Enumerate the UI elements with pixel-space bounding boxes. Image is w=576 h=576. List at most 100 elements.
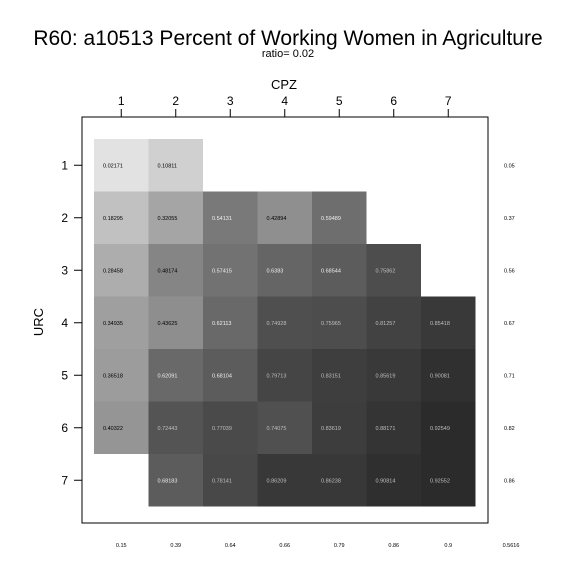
column-margin-label: 0.79 — [334, 543, 345, 549]
column-margin-label: 0.9 — [444, 543, 452, 549]
cell-value-label: 0.88171 — [376, 426, 396, 432]
heatmap-cell — [366, 454, 421, 507]
heatmap-cell — [94, 139, 149, 192]
cell-value-label: 0.40322 — [103, 426, 123, 432]
chart-title: R60: a10513 Percent of Working Women in … — [33, 27, 542, 50]
cell-value-label: 0.72443 — [158, 426, 178, 432]
heatmap-cell — [203, 454, 258, 507]
cell-value-label: 0.34935 — [103, 321, 123, 327]
row-margin-label: 0.67 — [504, 321, 515, 327]
cell-value-label: 0.54131 — [212, 216, 232, 222]
heatmap-cell — [312, 454, 367, 507]
row-margin-label: 0.05 — [504, 163, 515, 169]
cell-value-label: 0.48174 — [158, 268, 178, 274]
heatmap-cell — [257, 349, 312, 402]
heatmap-cell — [148, 454, 203, 507]
cell-value-label: 0.85418 — [430, 321, 450, 327]
cell-value-label: 0.10811 — [158, 163, 177, 169]
cell-value-label: 0.68183 — [158, 478, 178, 484]
x-tick-label: 3 — [227, 94, 234, 108]
cell-value-label: 0.86209 — [267, 478, 287, 484]
cell-value-label: 0.81257 — [376, 321, 396, 327]
cell-value-label: 0.79713 — [267, 373, 287, 379]
x-axis-label: CPZ — [271, 77, 297, 92]
cell-value-label: 0.36518 — [103, 373, 123, 379]
heatmap-cell — [94, 244, 149, 297]
heatmap-cell — [366, 349, 421, 402]
heatmap-cell — [148, 191, 203, 244]
heatmap-cell — [203, 296, 258, 349]
x-tick-label: 2 — [172, 94, 179, 108]
heatmap-cell — [312, 296, 367, 349]
cell-value-label: 0.18295 — [103, 216, 123, 222]
cell-value-label: 0.75965 — [321, 321, 341, 327]
heatmap-cell — [148, 244, 203, 297]
row-margin-label: 0.86 — [504, 478, 515, 484]
y-tick-label: 7 — [61, 473, 68, 487]
x-tick-label: 1 — [118, 94, 125, 108]
cell-value-label: 0.74075 — [267, 426, 287, 432]
row-margin-label: 0.71 — [504, 373, 515, 379]
heatmap-cell — [312, 191, 367, 244]
cell-value-label: 0.02171 — [103, 163, 123, 169]
heatmap-cell — [421, 349, 476, 402]
heatmap-cell — [421, 296, 476, 349]
heatmap-cell — [94, 191, 149, 244]
cell-value-label: 0.78141 — [212, 478, 232, 484]
cell-value-label: 0.85619 — [376, 373, 396, 379]
cell-value-label: 0.68544 — [321, 268, 341, 274]
heatmap-cell — [203, 191, 258, 244]
heatmap-cell — [421, 454, 476, 507]
grand-margin-label: 0.5616 — [503, 543, 520, 549]
cell-value-label: 0.74928 — [267, 321, 287, 327]
y-tick-label: 4 — [61, 316, 68, 330]
x-tick-label: 4 — [281, 94, 288, 108]
heatmap-cell — [94, 296, 149, 349]
column-margin-label: 0.66 — [279, 543, 290, 549]
heatmap-cell — [148, 139, 203, 192]
heatmap-cell — [421, 401, 476, 454]
heatmap-cell — [257, 244, 312, 297]
cell-value-label: 0.77039 — [212, 426, 232, 432]
heatmap-cell — [257, 401, 312, 454]
cell-value-label: 0.57415 — [212, 268, 232, 274]
x-tick-label: 5 — [336, 94, 343, 108]
heatmap-cell — [148, 401, 203, 454]
cell-value-label: 0.62113 — [212, 321, 231, 327]
cell-value-label: 0.62091 — [158, 373, 178, 379]
heatmap-cell — [257, 296, 312, 349]
cell-value-label: 0.92549 — [430, 426, 450, 432]
cell-value-label: 0.90081 — [430, 373, 450, 379]
cell-value-label: 0.42894 — [267, 216, 287, 222]
x-tick-label: 6 — [390, 94, 397, 108]
heatmap-cell — [203, 401, 258, 454]
y-tick-label: 6 — [61, 421, 68, 435]
cell-value-label: 0.6383 — [267, 268, 284, 274]
heatmap-cell — [257, 454, 312, 507]
heatmap-cell — [257, 191, 312, 244]
cell-value-label: 0.90814 — [376, 478, 396, 484]
row-margin-label: 0.56 — [504, 268, 515, 274]
cell-value-label: 0.86238 — [321, 478, 341, 484]
axis-ticks: 1 2 3 4 5 6 7 1 2 3 4 5 6 7 — [61, 94, 452, 487]
y-tick-label: 5 — [61, 368, 68, 382]
heatmap-cell — [366, 244, 421, 297]
heatmap-cell — [94, 401, 149, 454]
y-tick-label: 3 — [61, 263, 68, 277]
heatmap-cell — [312, 244, 367, 297]
cell-value-label: 0.59489 — [321, 216, 341, 222]
cell-value-label: 0.83151 — [321, 373, 341, 379]
cell-value-label: 0.83619 — [321, 426, 341, 432]
y-tick-label: 2 — [61, 211, 68, 225]
heatmap-cell — [148, 296, 203, 349]
column-margin-label: 0.39 — [170, 543, 181, 549]
y-axis-label: URC — [31, 308, 46, 336]
cell-value-label: 0.28458 — [103, 268, 123, 274]
heatmap-cells: 0.02171 0.10811 0.18295 0.32055 0.54131 0.428… — [94, 139, 476, 507]
x-tick-label: 7 — [445, 94, 452, 108]
heatmap-cell — [312, 349, 367, 402]
chart-subtitle: ratio= 0.02 — [262, 48, 314, 60]
margin-totals: 0.05 0.37 0.56 0.67 0.71 0.82 0.86 0.15 0.39 0.64… — [116, 163, 520, 549]
row-margin-label: 0.37 — [504, 216, 515, 222]
